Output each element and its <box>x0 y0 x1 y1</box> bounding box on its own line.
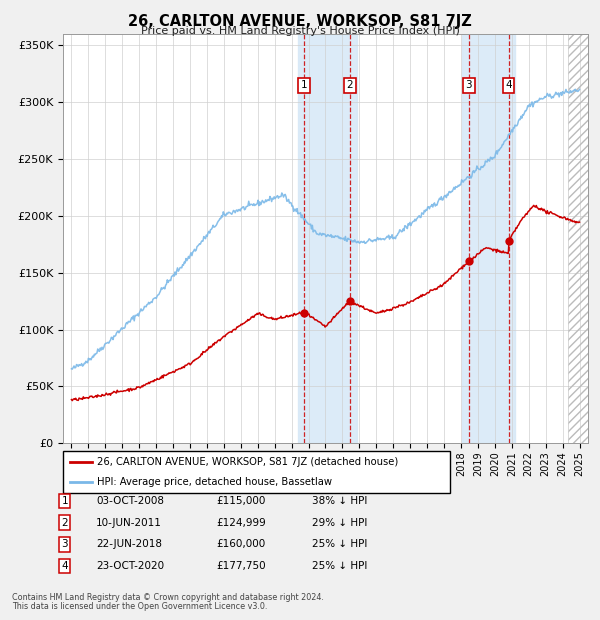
Text: 25% ↓ HPI: 25% ↓ HPI <box>312 539 367 549</box>
Text: £115,000: £115,000 <box>216 496 265 506</box>
Text: 1: 1 <box>301 80 308 91</box>
Text: 22-JUN-2018: 22-JUN-2018 <box>96 539 162 549</box>
Text: 3: 3 <box>466 80 472 91</box>
Text: This data is licensed under the Open Government Licence v3.0.: This data is licensed under the Open Gov… <box>12 602 268 611</box>
Text: 4: 4 <box>505 80 512 91</box>
Text: 2: 2 <box>347 80 353 91</box>
Text: 29% ↓ HPI: 29% ↓ HPI <box>312 518 367 528</box>
Text: 1: 1 <box>61 496 68 506</box>
Text: 10-JUN-2011: 10-JUN-2011 <box>96 518 162 528</box>
Text: 26, CARLTON AVENUE, WORKSOP, S81 7JZ: 26, CARLTON AVENUE, WORKSOP, S81 7JZ <box>128 14 472 29</box>
Text: £177,750: £177,750 <box>216 561 266 571</box>
Text: 26, CARLTON AVENUE, WORKSOP, S81 7JZ (detached house): 26, CARLTON AVENUE, WORKSOP, S81 7JZ (de… <box>97 457 398 467</box>
Text: £124,999: £124,999 <box>216 518 266 528</box>
Text: HPI: Average price, detached house, Bassetlaw: HPI: Average price, detached house, Bass… <box>97 477 332 487</box>
Text: 03-OCT-2008: 03-OCT-2008 <box>96 496 164 506</box>
Text: Contains HM Land Registry data © Crown copyright and database right 2024.: Contains HM Land Registry data © Crown c… <box>12 593 324 601</box>
Text: 38% ↓ HPI: 38% ↓ HPI <box>312 496 367 506</box>
Text: 3: 3 <box>61 539 68 549</box>
Text: 25% ↓ HPI: 25% ↓ HPI <box>312 561 367 571</box>
FancyBboxPatch shape <box>63 451 450 493</box>
Text: Price paid vs. HM Land Registry's House Price Index (HPI): Price paid vs. HM Land Registry's House … <box>140 26 460 36</box>
Text: 4: 4 <box>61 561 68 571</box>
Bar <box>298 34 356 443</box>
Bar <box>462 34 515 443</box>
Text: £160,000: £160,000 <box>216 539 265 549</box>
Text: 2: 2 <box>61 518 68 528</box>
Text: 23-OCT-2020: 23-OCT-2020 <box>96 561 164 571</box>
